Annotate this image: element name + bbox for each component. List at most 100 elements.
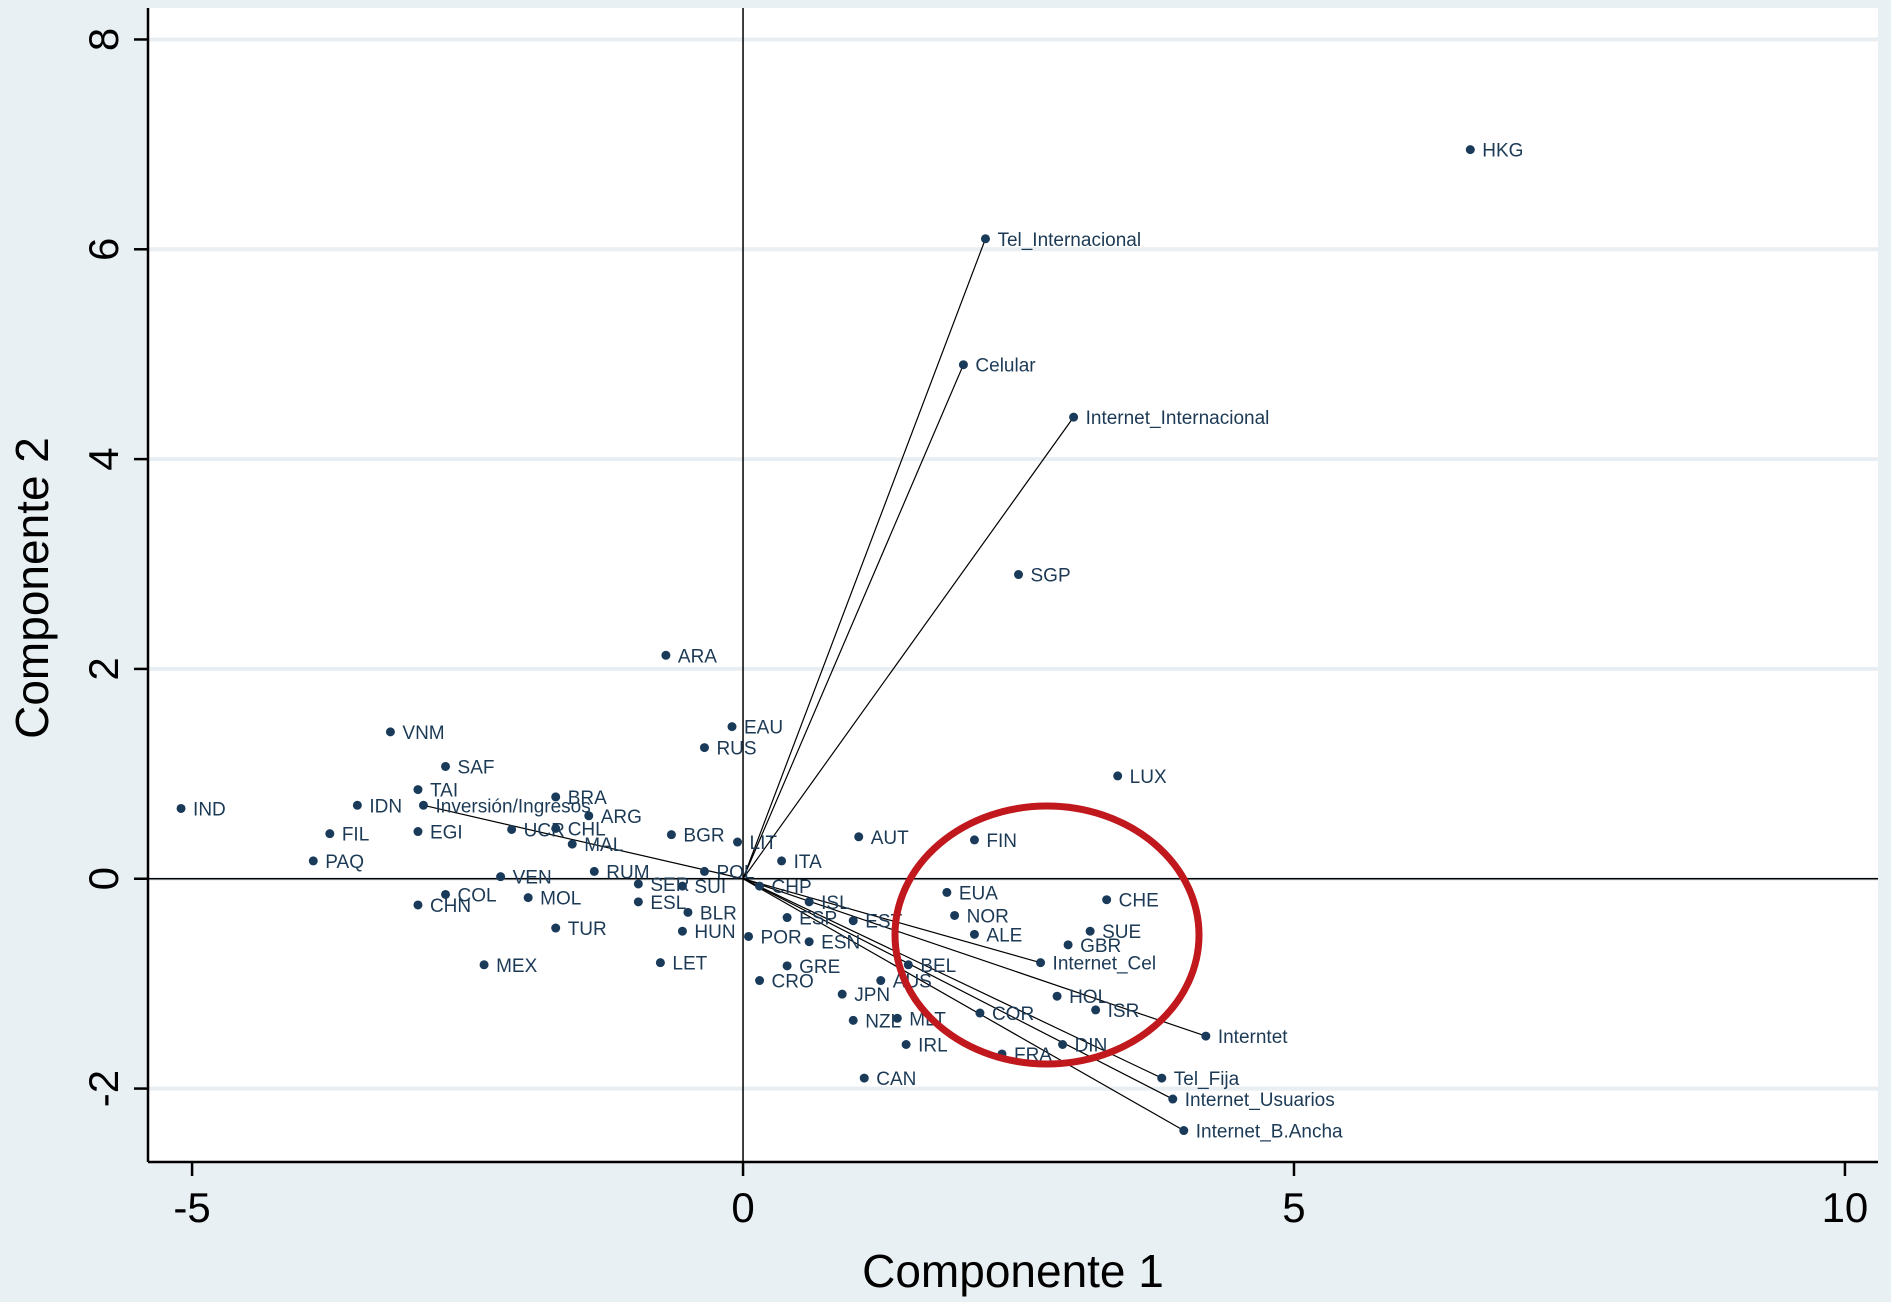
vector-internet-usuarios <box>742 878 1174 1100</box>
x-axis-title: Componente 1 <box>862 1245 1164 1297</box>
y-tick-label-4: 4 <box>80 447 127 470</box>
point-chn <box>413 900 423 910</box>
y-tick-label-neg2: -2 <box>80 1070 127 1107</box>
point-label-hun: HUN <box>694 922 735 943</box>
point-por <box>744 931 754 941</box>
point-col <box>441 889 451 899</box>
point-label-fil: FIL <box>342 825 369 846</box>
point-label-col: COL <box>458 885 497 906</box>
y-axis-title: Componente 2 <box>6 437 58 739</box>
point-label-ara: ARA <box>678 646 717 667</box>
point-ind <box>176 803 186 813</box>
point-paq <box>308 856 318 866</box>
point-label-eua: EUA <box>959 883 998 904</box>
point-label-hol: HOL <box>1069 987 1108 1008</box>
point-label-fin: FIN <box>986 831 1017 852</box>
y-tick-label-8: 8 <box>80 28 127 51</box>
zero-reference-lines <box>148 8 1878 1162</box>
point-label-egi: EGI <box>430 823 463 844</box>
plot-area <box>148 8 1878 1162</box>
point-label-ale: ALE <box>986 925 1022 946</box>
point-hol <box>1052 991 1062 1001</box>
point-label-ind: IND <box>193 799 226 820</box>
point-fin <box>969 835 979 845</box>
point-label-chp: CHP <box>772 877 812 898</box>
vector-internet-b-ancha <box>742 878 1185 1132</box>
x-tick-label-10: 10 <box>1822 1184 1869 1231</box>
point-bel <box>903 960 913 970</box>
point-label-lux: LUX <box>1130 767 1167 788</box>
point-mlt <box>892 1013 902 1023</box>
point-label-saf: SAF <box>458 757 495 778</box>
point-bgr <box>666 830 676 840</box>
point-aus <box>876 976 886 986</box>
point-egi <box>413 827 423 837</box>
point-est <box>848 916 858 926</box>
point-cor <box>975 1008 985 1018</box>
point-label-can: CAN <box>876 1069 916 1090</box>
point-lux <box>1113 771 1123 781</box>
vector-tel-fija <box>742 878 1163 1079</box>
vector-celular <box>742 364 964 879</box>
point-sgp <box>1014 570 1024 580</box>
point-label-eau: EAU <box>744 718 783 739</box>
point-label-sgp: SGP <box>1031 566 1071 587</box>
point-che <box>1102 895 1112 905</box>
point-label-isr: ISR <box>1108 1001 1140 1022</box>
vector-tip-interntet <box>1201 1031 1211 1041</box>
vector-label-internet-usuarios: Internet_Usuarios <box>1185 1090 1335 1111</box>
point-mex <box>479 960 489 970</box>
point-ven <box>496 872 506 882</box>
point-label-mex: MEX <box>496 956 537 977</box>
point-label-pol: POL <box>716 862 754 883</box>
point-ucr <box>507 824 517 834</box>
point-label-tur: TUR <box>568 919 607 940</box>
point-lit <box>733 837 743 847</box>
vector-label-internet-cel: Internet_Cel <box>1053 954 1157 975</box>
vector-label-interntet: Interntet <box>1218 1027 1288 1048</box>
vector-label-inversi-n-ingresos: Inversión/Ingresos <box>435 796 590 817</box>
point-label-hkg: HKG <box>1482 141 1523 162</box>
point-pol <box>699 866 709 876</box>
point-ale <box>969 929 979 939</box>
point-esp <box>782 913 792 923</box>
point-label-mal: MAL <box>584 835 623 856</box>
point-label-cor: COR <box>992 1004 1034 1025</box>
point-label-rus: RUS <box>716 739 756 760</box>
vector-label-tel-fija: Tel_Fija <box>1174 1069 1240 1090</box>
point-label-chl: CHL <box>568 819 606 840</box>
y-tick-label-6: 6 <box>80 238 127 261</box>
point-label-paq: PAQ <box>325 852 364 873</box>
point-label-nzl: NZL <box>865 1011 901 1032</box>
point-label-lit: LIT <box>750 833 778 854</box>
point-label-idn: IDN <box>369 796 402 817</box>
point-gre <box>782 961 792 971</box>
vector-label-tel-internacional: Tel_Internacional <box>997 230 1141 251</box>
point-ara <box>661 650 671 660</box>
point-label-por: POR <box>761 927 802 948</box>
point-label-mol: MOL <box>540 889 581 910</box>
point-rus <box>699 743 709 753</box>
point-label-gbr: GBR <box>1080 936 1121 957</box>
point-din <box>1058 1040 1068 1050</box>
point-aut <box>854 832 864 842</box>
vector-tip-tel-internacional <box>980 234 990 244</box>
point-label-esn: ESN <box>821 933 860 954</box>
vector-tip-inversi-n-ingresos <box>418 800 428 810</box>
point-nor <box>950 910 960 920</box>
point-saf <box>441 761 451 771</box>
point-label-chn: CHN <box>430 896 471 917</box>
point-label-sui: SUI <box>694 877 726 898</box>
point-blr <box>683 907 693 917</box>
point-tur <box>551 923 561 933</box>
point-nzl <box>848 1015 858 1025</box>
point-jpn <box>837 989 847 999</box>
x-tick-label-neg5: -5 <box>173 1184 210 1231</box>
point-mal <box>567 839 577 849</box>
vector-label-celular: Celular <box>975 356 1036 377</box>
x-tick-label-5: 5 <box>1282 1184 1305 1231</box>
vector-internet-internacional <box>742 416 1075 880</box>
variable-vectors: Tel_Internacional Celular Internet_Interna… <box>418 230 1343 1143</box>
point-ita <box>777 856 787 866</box>
